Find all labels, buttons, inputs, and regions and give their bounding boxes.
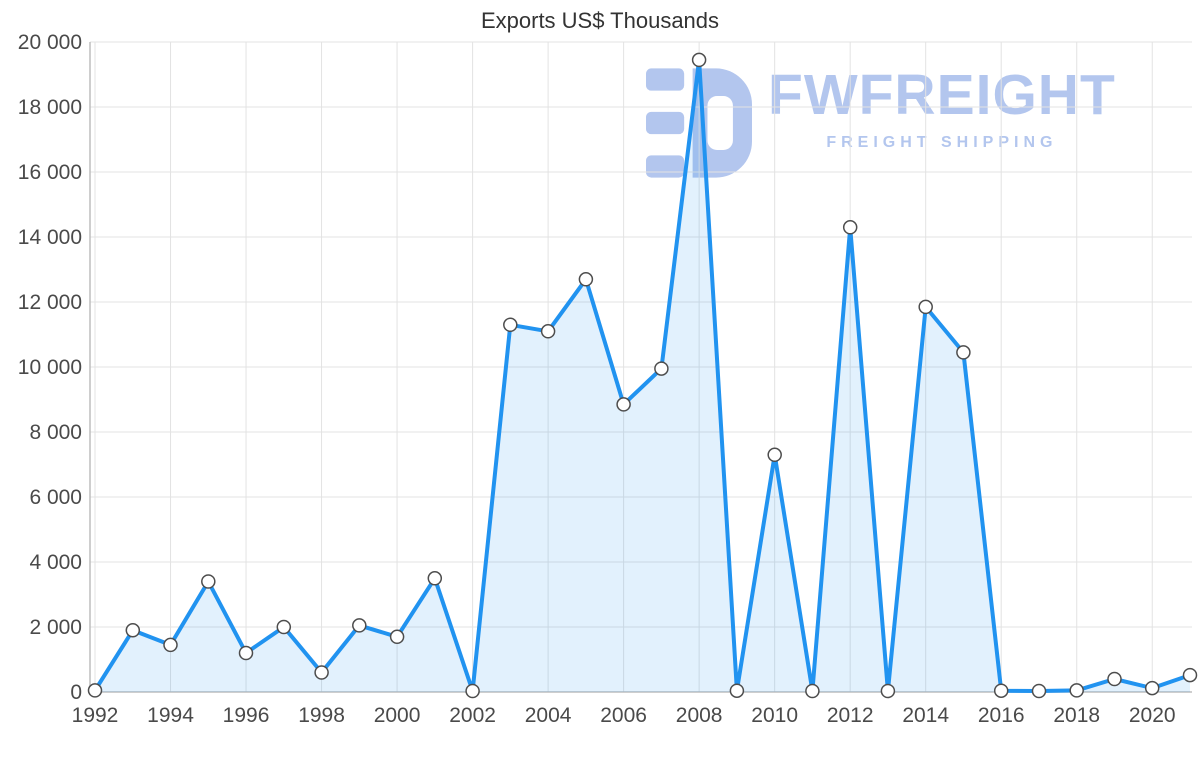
data-point-1996[interactable] — [238, 645, 254, 661]
y-tick-label: 8 000 — [29, 421, 82, 444]
data-point-2015[interactable] — [956, 345, 971, 360]
data-point-2016[interactable] — [993, 683, 1009, 698]
data-point-2002[interactable] — [465, 683, 480, 699]
series-area-fill — [95, 59, 1190, 692]
data-point-2010[interactable] — [767, 447, 782, 463]
brand-tagline: FREIGHT SHIPPING — [826, 133, 1058, 151]
data-point-2003[interactable] — [503, 317, 518, 333]
data-point-1994[interactable] — [163, 637, 178, 653]
y-tick-label: 4 000 — [29, 551, 82, 574]
data-point-2014[interactable] — [918, 299, 933, 315]
x-tick-label: 1994 — [147, 704, 194, 727]
x-tick-label: 1998 — [298, 704, 345, 727]
data-point-2006[interactable] — [616, 397, 631, 412]
brand-watermark: FWFREIGHT FREIGHT SHIPPING — [646, 63, 1116, 180]
data-point-2020[interactable] — [1144, 680, 1160, 696]
x-tick-label: 2012 — [827, 704, 874, 727]
data-point-2018[interactable] — [1069, 683, 1084, 698]
data-point-1995[interactable] — [201, 574, 216, 589]
x-tick-label: 2018 — [1053, 704, 1100, 727]
x-tick-label: 2010 — [751, 704, 798, 727]
data-point-2017[interactable] — [1031, 683, 1047, 699]
y-tick-label: 18 000 — [18, 96, 82, 119]
data-point-1999[interactable] — [352, 618, 367, 633]
chart-title: Exports US$ Thousands — [480, 8, 720, 33]
x-tick-label: 2004 — [525, 704, 572, 727]
x-tick-label: 2016 — [978, 704, 1025, 727]
y-tick-label: 2 000 — [29, 616, 82, 639]
data-point-2019[interactable] — [1107, 671, 1122, 687]
data-point-2005[interactable] — [578, 272, 594, 287]
y-tick-label: 20 000 — [18, 31, 82, 54]
data-point-2021[interactable] — [1182, 667, 1198, 683]
y-tick-label: 6 000 — [29, 486, 82, 509]
data-point-2001[interactable] — [427, 571, 443, 586]
data-point-1993[interactable] — [125, 623, 141, 638]
data-point-2004[interactable] — [540, 324, 556, 339]
x-tick-label: 1996 — [223, 704, 270, 727]
data-point-2007[interactable] — [654, 361, 669, 376]
x-tick-label: 2008 — [676, 704, 723, 727]
data-point-2009[interactable] — [729, 683, 745, 698]
data-point-2000[interactable] — [389, 629, 405, 645]
y-tick-label: 14 000 — [18, 226, 82, 249]
x-tick-label: 2020 — [1129, 704, 1176, 727]
data-point-2013[interactable] — [880, 683, 896, 699]
x-tick-label: 1992 — [72, 704, 119, 727]
brand-name: FWFREIGHT — [768, 63, 1116, 127]
x-tick-label: 2000 — [374, 704, 421, 727]
data-point-2011[interactable] — [805, 683, 820, 699]
y-tick-label: 16 000 — [18, 161, 82, 184]
data-point-2008[interactable] — [691, 52, 707, 68]
data-point-1997[interactable] — [276, 619, 292, 635]
y-tick-label: 12 000 — [18, 291, 82, 314]
x-tick-label: 2006 — [600, 704, 647, 727]
y-tick-label: 0 — [70, 681, 82, 704]
x-tick-label: 2002 — [449, 704, 496, 727]
data-point-1992[interactable] — [87, 683, 103, 698]
data-point-2012[interactable] — [842, 220, 858, 235]
y-tick-label: 10 000 — [18, 356, 82, 379]
x-tick-label: 2014 — [902, 704, 949, 727]
data-point-1998[interactable] — [314, 665, 329, 680]
